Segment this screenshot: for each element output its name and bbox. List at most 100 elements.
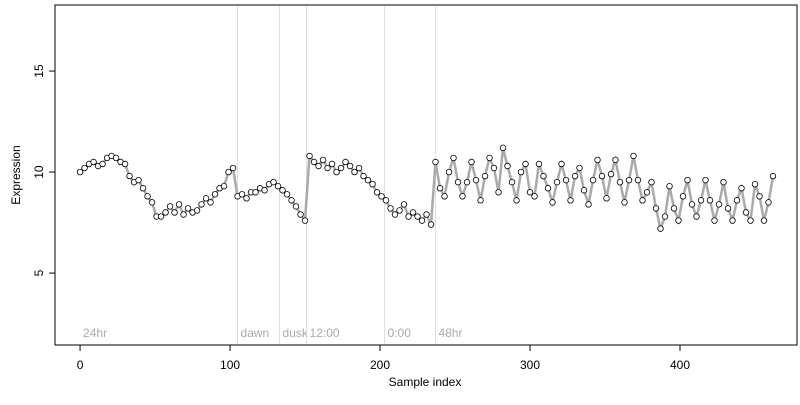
- data-point: [121, 160, 129, 168]
- data-point: [445, 168, 453, 176]
- data-point: [315, 162, 322, 170]
- data-point: [598, 172, 606, 180]
- data-point: [333, 168, 340, 176]
- data-point: [180, 211, 187, 218]
- data-point: [540, 172, 547, 180]
- data-point: [202, 195, 210, 202]
- data-point: [670, 205, 678, 212]
- data-point: [418, 217, 426, 224]
- data-point: [490, 164, 498, 172]
- data-point: [99, 160, 106, 168]
- data-point: [306, 152, 313, 160]
- data-point: [382, 197, 390, 204]
- x-tick-label: 100: [220, 358, 240, 372]
- data-point: [283, 191, 291, 198]
- x-tick-label: 0: [77, 358, 84, 372]
- data-point: [198, 201, 205, 208]
- data-point: [162, 209, 169, 216]
- data-point: [342, 158, 349, 166]
- data-point: [261, 187, 268, 194]
- data-point: [252, 189, 259, 196]
- data-point: [751, 180, 759, 188]
- data-point: [522, 160, 529, 168]
- data-point: [747, 217, 754, 224]
- data-point: [616, 178, 624, 186]
- data-point: [612, 156, 619, 164]
- data-point: [225, 168, 232, 176]
- data-point: [567, 197, 574, 204]
- data-point: [112, 154, 120, 162]
- data-point: [630, 152, 637, 160]
- data-point: [324, 164, 331, 172]
- data-point: [697, 197, 705, 204]
- data-point: [144, 193, 151, 200]
- data-point: [459, 193, 466, 200]
- data-point: [436, 185, 444, 192]
- x-tick-label: 200: [370, 358, 390, 372]
- data-point: [472, 176, 480, 184]
- data-point: [148, 199, 156, 206]
- data-point: [391, 211, 399, 218]
- data-point: [742, 209, 750, 216]
- data-point: [684, 176, 691, 184]
- data-point: [643, 189, 651, 196]
- data-point: [720, 178, 727, 186]
- data-point: [423, 211, 430, 218]
- data-point: [760, 217, 768, 224]
- data-point: [675, 217, 682, 224]
- data-point: [715, 201, 723, 208]
- data-point: [328, 160, 336, 168]
- data-point: [454, 178, 462, 186]
- data-point: [553, 178, 561, 186]
- data-point: [355, 164, 363, 172]
- data-point: [364, 176, 372, 184]
- data-point: [90, 158, 97, 166]
- event-label: dawn: [241, 326, 270, 340]
- data-point: [157, 213, 165, 220]
- data-point: [351, 168, 358, 176]
- data-point: [711, 217, 718, 224]
- data-point: [229, 164, 237, 172]
- data-point: [211, 191, 219, 198]
- data-point: [175, 201, 183, 208]
- data-point: [738, 185, 745, 192]
- data-point: [220, 183, 228, 190]
- data-point: [126, 172, 133, 180]
- data-point: [531, 193, 538, 200]
- data-point: [693, 213, 700, 220]
- data-point: [756, 193, 763, 200]
- y-tick-label: 10: [32, 165, 46, 179]
- data-point: [495, 189, 502, 196]
- data-point: [360, 172, 367, 180]
- data-point: [603, 195, 610, 202]
- data-point: [729, 217, 736, 224]
- data-point: [441, 193, 448, 200]
- data-point: [414, 213, 421, 220]
- data-point: [769, 172, 777, 180]
- data-point: [639, 197, 646, 204]
- data-point: [607, 170, 615, 178]
- data-point: [517, 168, 525, 176]
- data-point: [288, 197, 295, 204]
- data-point: [499, 144, 507, 152]
- data-point: [193, 207, 201, 214]
- data-point: [594, 156, 601, 164]
- data-point: [702, 176, 709, 184]
- data-point: [679, 193, 687, 200]
- data-point: [625, 176, 633, 184]
- data-point: [544, 185, 552, 192]
- data-point: [706, 197, 714, 204]
- data-point: [369, 180, 376, 188]
- data-point: [661, 213, 669, 220]
- data-point: [580, 187, 588, 194]
- data-point: [585, 201, 592, 208]
- data-point: [207, 199, 214, 206]
- data-point: [481, 172, 489, 180]
- data-point: [301, 217, 309, 224]
- data-point: [657, 225, 664, 232]
- data-point: [396, 207, 403, 214]
- data-point: [504, 162, 511, 170]
- event-label: 0:00: [388, 326, 412, 340]
- y-tick-label: 15: [32, 64, 46, 78]
- data-point: [346, 162, 354, 170]
